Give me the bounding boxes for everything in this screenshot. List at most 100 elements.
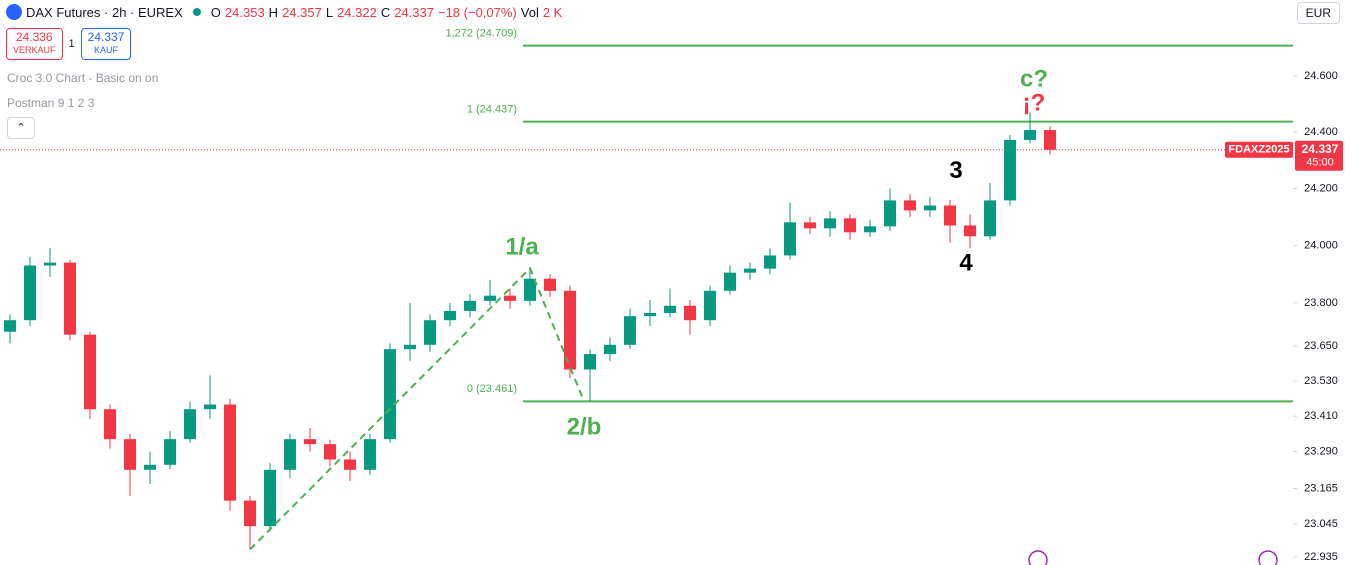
wave-label: ¡?: [1023, 89, 1046, 116]
candle-body: [244, 500, 256, 527]
candle-body: [1004, 139, 1016, 201]
candle-body: [984, 200, 996, 237]
quantity[interactable]: 1: [68, 38, 75, 50]
candle-body: [324, 444, 336, 460]
candle-body: [1044, 130, 1056, 150]
event-icon: [1028, 550, 1048, 565]
wave-label: 3: [949, 157, 962, 184]
y-tick-label: 23.530: [1304, 375, 1338, 387]
candle-body: [684, 305, 696, 321]
sell-price: 24.336: [15, 30, 53, 44]
ohlc-value: 24.337: [394, 4, 434, 20]
candle-body: [304, 439, 316, 445]
price-axis: [1293, 0, 1345, 565]
candle-body: [584, 354, 596, 370]
wave-label: c?: [1020, 66, 1048, 93]
candle-body: [164, 439, 176, 465]
candle-body: [904, 200, 916, 211]
candle-body: [804, 222, 816, 229]
candle-body: [564, 290, 576, 370]
wave-label: 2/b: [567, 413, 602, 440]
candle-body: [784, 222, 796, 256]
countdown: 45:00: [1306, 157, 1334, 169]
candle-body: [764, 255, 776, 269]
currency-selector[interactable]: EUR: [1296, 2, 1340, 24]
change: −18 (−0,07%): [437, 4, 517, 20]
market-status: [192, 8, 201, 16]
candle-body: [704, 290, 716, 321]
candle-body: [604, 344, 616, 355]
ohlc-label: C: [380, 4, 391, 20]
candle-body: [144, 464, 156, 470]
candle-body: [264, 469, 276, 527]
candle-body: [924, 205, 936, 211]
candle-body: [964, 225, 976, 237]
candle-body: [464, 300, 476, 311]
volume: 2 K: [542, 4, 563, 20]
legend-header: DAX Futures · 2h · EUREX O 24.353 H 24.357…: [6, 4, 562, 20]
candle-body: [844, 218, 856, 233]
candle-body: [884, 200, 896, 227]
ohlc-label: L: [325, 4, 334, 20]
last-price-label: 24.337: [1302, 142, 1339, 156]
ohlc-label: O: [210, 4, 221, 20]
symbol-logo: [6, 4, 22, 20]
candle-body: [124, 439, 136, 470]
ohlc-value: 24.353: [224, 4, 265, 20]
candle-body: [24, 265, 36, 321]
y-tick-label: 24.600: [1304, 70, 1338, 82]
ohlc-label: H: [268, 4, 279, 20]
y-tick-label: 23.410: [1304, 410, 1338, 422]
indicator[interactable]: Postman 9 1 2 3: [7, 96, 95, 110]
wave-label: 1/a: [505, 234, 539, 261]
sell-label: VERKAUF: [13, 45, 56, 55]
candle-body: [944, 205, 956, 226]
candle-body: [744, 268, 756, 273]
buy-label: KAUF: [93, 45, 118, 55]
candle-body: [664, 305, 676, 313]
trade-panel: 24.336 VERKAUF 1 24.337 KAUF: [6, 28, 132, 60]
candle-body: [624, 316, 636, 345]
candle-body: [384, 349, 396, 440]
candle-body: [284, 439, 296, 470]
candle-body: [724, 272, 736, 291]
candle-body: [104, 409, 116, 440]
y-tick-label: 24.000: [1304, 239, 1338, 251]
y-tick-label: 23.800: [1304, 297, 1338, 309]
fib-label: 1 (24.437): [467, 104, 517, 116]
fib-label: 1,272 (24.709): [445, 28, 517, 40]
candle-body: [344, 459, 356, 470]
event-icon: [1258, 550, 1278, 565]
buy-button[interactable]: 24.337 KAUF: [80, 28, 132, 60]
candle-body: [64, 262, 76, 335]
buy-price: 24.337: [87, 30, 125, 44]
candle-body: [84, 334, 96, 410]
candle-body: [184, 409, 196, 440]
y-tick-label: 24.400: [1304, 126, 1338, 138]
collapse-button[interactable]: ⌃: [7, 117, 35, 139]
candle-body: [404, 344, 416, 350]
candle-body: [4, 320, 16, 332]
candle-body: [444, 310, 456, 321]
candle-body: [524, 278, 536, 301]
fib-label: 0 (23.461): [467, 383, 517, 395]
candle-body: [504, 295, 516, 301]
symbol-tag: [1225, 141, 1293, 158]
wave-label: 4: [959, 249, 973, 276]
y-tick-label: 23.165: [1304, 482, 1338, 494]
y-tick-label: 24.200: [1304, 182, 1338, 194]
candle-body: [424, 320, 436, 345]
candle-body: [824, 218, 836, 229]
candle-body: [544, 278, 556, 291]
candle-body: [44, 262, 56, 266]
indicator[interactable]: Croc 3.0 Chart - Basic on on: [7, 71, 159, 85]
candle-body: [864, 226, 876, 233]
volume-label: Vol: [520, 4, 539, 20]
y-tick-label: 23.650: [1304, 340, 1338, 352]
ohlc-value: 24.322: [337, 4, 377, 20]
sell-button[interactable]: 24.336 VERKAUF: [6, 28, 63, 60]
candle-body: [644, 312, 656, 317]
symbol[interactable]: DAX Futures · 2h · EUREX: [26, 4, 183, 20]
